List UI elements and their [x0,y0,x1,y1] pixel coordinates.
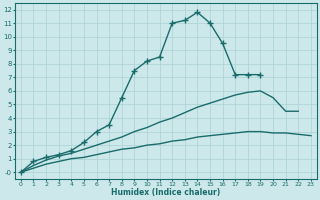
X-axis label: Humidex (Indice chaleur): Humidex (Indice chaleur) [111,188,220,197]
